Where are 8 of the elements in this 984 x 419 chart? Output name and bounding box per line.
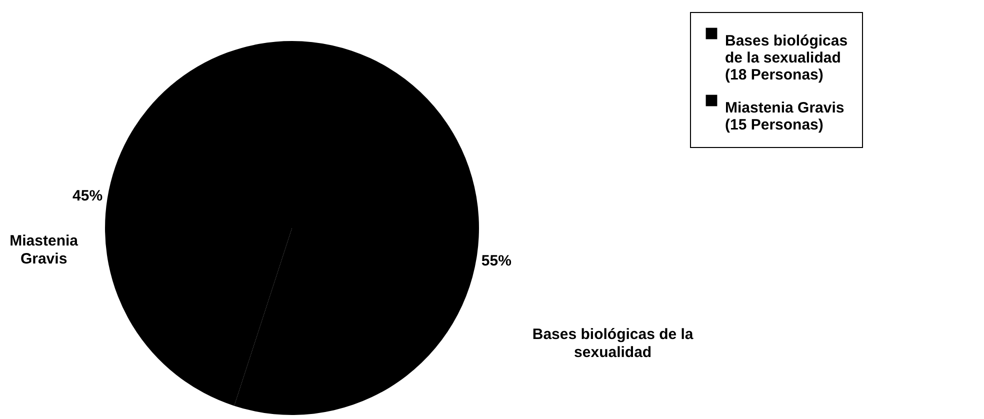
data-label: 55% [481, 252, 512, 270]
slice-label: Bases biológicas de la sexualidad [532, 326, 694, 361]
data-label: 45% [72, 188, 103, 205]
legend-label: Miastenia Gravis [725, 100, 844, 116]
legend-label: Bases biológicas de la sexualidad [725, 32, 848, 66]
slice-label: Miastenia Gravis [10, 232, 79, 268]
text: (18 Personas) [725, 66, 824, 84]
text: (15 Personas) [725, 116, 824, 134]
